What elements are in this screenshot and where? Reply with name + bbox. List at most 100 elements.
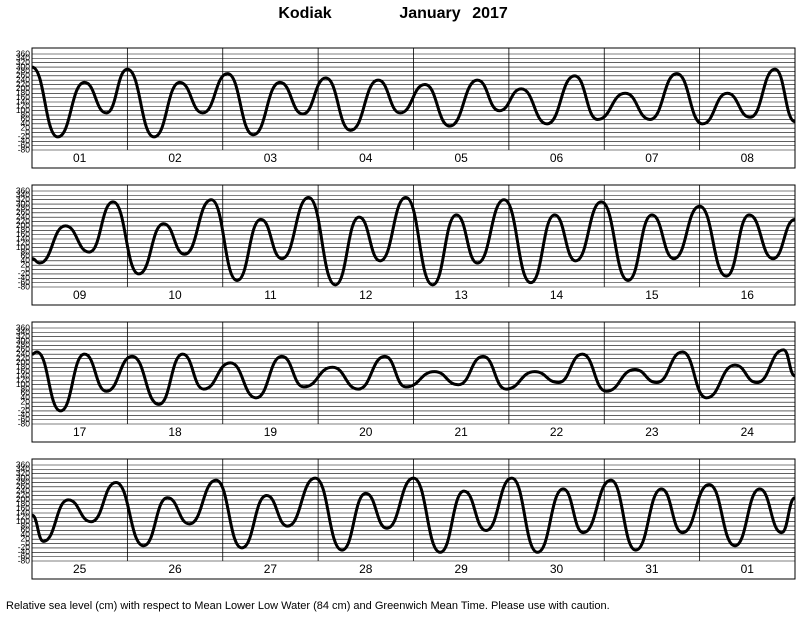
y-tick-label: -80 <box>18 281 31 291</box>
y-tick-label: 120 <box>16 375 30 385</box>
x-tick-label: 28 <box>359 562 373 576</box>
x-tick-label: 01 <box>741 562 755 576</box>
y-tick-label: 0 <box>25 538 30 548</box>
y-tick-label: 320 <box>16 194 30 204</box>
y-tick-label: 360 <box>16 459 30 469</box>
x-tick-label: 21 <box>455 425 469 439</box>
y-tick-label: 160 <box>16 366 30 376</box>
y-tick-label: 340 <box>16 464 30 474</box>
y-tick-label: 200 <box>16 220 30 230</box>
y-tick-label: 160 <box>16 229 30 239</box>
y-tick-label: 300 <box>16 61 30 71</box>
x-tick-label: 17 <box>73 425 87 439</box>
y-tick-label: 40 <box>21 392 31 402</box>
y-tick-label: -20 <box>18 268 31 278</box>
y-tick-label: 20 <box>21 396 31 406</box>
y-tick-label: 280 <box>16 66 30 76</box>
y-tick-label: 320 <box>16 57 30 67</box>
y-tick-label: 140 <box>16 233 30 243</box>
y-tick-label: 60 <box>21 251 31 261</box>
y-tick-label: 220 <box>16 216 30 226</box>
y-tick-label: -80 <box>18 555 31 565</box>
y-tick-label: 80 <box>21 383 31 393</box>
y-tick-label: 140 <box>16 96 30 106</box>
y-tick-label: 180 <box>16 499 30 509</box>
y-tick-label: 280 <box>16 477 30 487</box>
y-tick-label: 220 <box>16 79 30 89</box>
tide-line <box>31 476 796 554</box>
y-tick-label: -40 <box>18 547 31 557</box>
tide-line <box>31 65 796 139</box>
y-tick-label: 20 <box>21 533 31 543</box>
y-tick-label: 260 <box>16 207 30 217</box>
y-tick-label: 220 <box>16 490 30 500</box>
y-tick-label: 20 <box>21 122 31 132</box>
x-tick-label: 19 <box>264 425 278 439</box>
y-tick-label: 60 <box>21 525 31 535</box>
y-tick-label: 320 <box>16 468 30 478</box>
y-tick-label: 340 <box>16 327 30 337</box>
x-tick-label: 24 <box>741 425 755 439</box>
x-tick-label: 23 <box>645 425 659 439</box>
y-tick-label: 260 <box>16 70 30 80</box>
y-tick-label: 300 <box>16 198 30 208</box>
y-tick-label: 0 <box>25 264 30 274</box>
y-tick-label: 100 <box>16 105 30 115</box>
x-tick-label: 31 <box>645 562 659 576</box>
y-tick-label: 340 <box>16 190 30 200</box>
tide-line <box>31 196 796 287</box>
y-tick-label: 80 <box>21 109 31 119</box>
y-tick-label: 180 <box>16 362 30 372</box>
x-tick-label: 14 <box>550 288 564 302</box>
y-tick-label: 260 <box>16 344 30 354</box>
y-tick-label: -80 <box>18 418 31 428</box>
x-tick-label: 18 <box>168 425 182 439</box>
y-tick-label: 300 <box>16 472 30 482</box>
x-tick-label: 10 <box>168 288 182 302</box>
y-tick-label: 120 <box>16 238 30 248</box>
y-tick-label: 100 <box>16 242 30 252</box>
y-tick-label: 220 <box>16 353 30 363</box>
y-tick-label: -80 <box>18 144 31 154</box>
y-tick-label: -20 <box>18 405 31 415</box>
x-tick-label: 08 <box>741 151 755 165</box>
month: January <box>399 5 460 22</box>
y-tick-label: 100 <box>16 516 30 526</box>
year: 2017 <box>472 5 508 22</box>
x-tick-label: 26 <box>168 562 182 576</box>
y-tick-label: -60 <box>18 277 31 287</box>
y-tick-label: 60 <box>21 114 31 124</box>
x-tick-label: 12 <box>359 288 373 302</box>
location: Kodiak <box>278 5 331 22</box>
y-tick-label: 160 <box>16 92 30 102</box>
y-tick-label: 320 <box>16 331 30 341</box>
y-tick-label: 360 <box>16 185 30 195</box>
y-tick-label: 160 <box>16 503 30 513</box>
x-tick-label: 20 <box>359 425 373 439</box>
y-tick-label: 200 <box>16 83 30 93</box>
x-tick-label: 25 <box>73 562 87 576</box>
y-tick-label: 200 <box>16 357 30 367</box>
x-tick-label: 29 <box>455 562 469 576</box>
y-tick-label: 20 <box>21 259 31 269</box>
x-tick-label: 02 <box>168 151 182 165</box>
y-tick-label: 240 <box>16 485 30 495</box>
x-tick-label: 06 <box>550 151 564 165</box>
y-tick-label: 80 <box>21 246 31 256</box>
y-tick-label: -60 <box>18 414 31 424</box>
footnote: Relative sea level (cm) with respect to … <box>6 600 610 612</box>
x-tick-label: 03 <box>264 151 278 165</box>
y-tick-label: 260 <box>16 481 30 491</box>
y-tick-label: 0 <box>25 127 30 137</box>
y-tick-label: 140 <box>16 370 30 380</box>
x-tick-label: 27 <box>264 562 278 576</box>
y-tick-label: 240 <box>16 348 30 358</box>
y-tick-label: 180 <box>16 225 30 235</box>
y-tick-label: -40 <box>18 273 31 283</box>
x-tick-label: 07 <box>645 151 659 165</box>
x-tick-label: 30 <box>550 562 564 576</box>
x-tick-label: 05 <box>455 151 469 165</box>
y-tick-label: -60 <box>18 551 31 561</box>
y-tick-label: 360 <box>16 322 30 332</box>
